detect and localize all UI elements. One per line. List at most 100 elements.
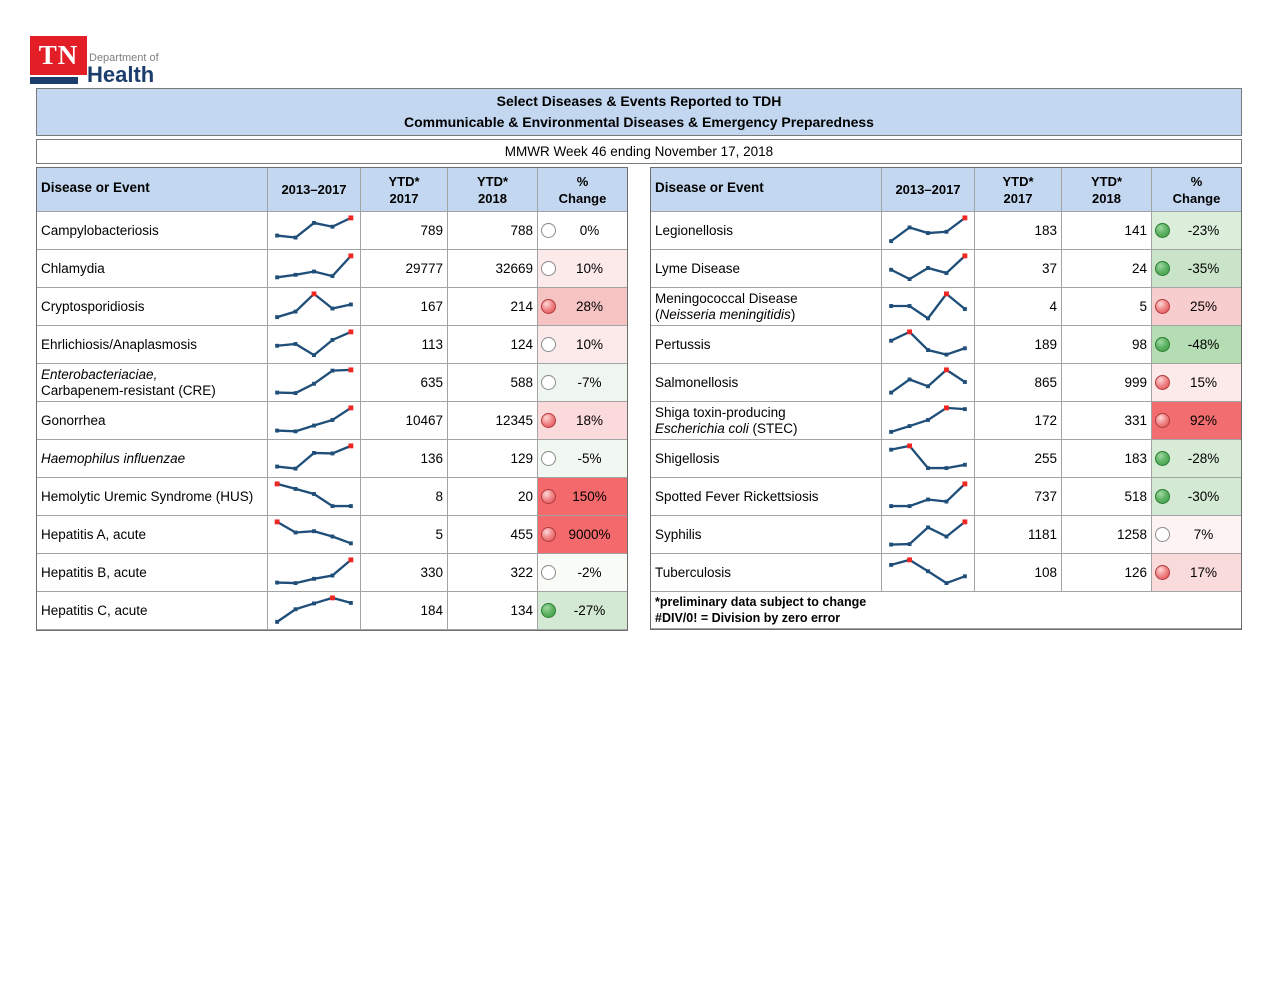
ytd-2017-cell: 113 [361,326,448,364]
sparkline-point [907,504,912,509]
sparkline-cell [268,516,361,554]
disease-name-line: Legionellosis [655,222,734,238]
header-disease-or-event: Disease or Event [37,168,268,212]
sparkline-cell [882,402,975,440]
percent-change-value: 15% [1189,375,1218,390]
percent-change-cell: 9000% [538,516,627,554]
ytd-2018-cell: 98 [1062,326,1152,364]
sparkline-point [275,233,280,238]
sparkline-point [312,269,316,274]
percent-change-cell: -5% [538,440,627,478]
sparkline-point [293,235,298,240]
disease-name-line: Spotted Fever Rickettsiosis [655,488,819,504]
disease-name-line: Gonorrhea [41,412,106,428]
header-percent-change: % Change [1152,168,1241,212]
status-circle-icon [541,489,556,504]
percent-change-cell: 28% [538,288,627,326]
sparkline-point [312,576,316,581]
disease-name-cell: Gonorrhea [37,402,268,440]
disease-name-line: Chlamydia [41,260,105,276]
status-circle-icon [541,527,556,542]
sparkline-point [348,504,353,509]
header-percent-change: % Change [538,168,627,212]
sparkline-point [889,504,894,509]
status-circle-icon [1155,223,1170,238]
status-circle-icon [541,603,556,618]
disease-name-line: Ehrlichiosis/Anaplasmosis [41,336,198,352]
ytd-2017-cell: 10467 [361,402,448,440]
status-circle-icon [1155,337,1170,352]
sparkline-cell [268,440,361,478]
sparkline-point [293,607,298,612]
sparkline-high-point [944,367,949,373]
sparkline-high-point [330,595,335,601]
percent-change-value: 7% [1193,527,1214,542]
sparkline-point [944,352,949,357]
sparkline-point [926,384,930,389]
sparkline-point [944,534,949,539]
tdh-logo: TN Department of Health [30,36,250,87]
mmwr-week-banner: MMWR Week 46 ending November 17, 2018 [36,139,1242,164]
disease-name-cell: Haemophilus influenzae [37,440,268,478]
status-circle-icon [541,299,556,314]
table-row: Syphilis 1181 1258 7% [651,516,1241,554]
sparkline-point [348,541,353,546]
sparkline-point [926,497,930,502]
percent-change-value: 17% [1189,565,1218,580]
ytd-2017-cell: 737 [975,478,1062,516]
disease-name-line: Cryptosporidiosis [41,298,145,314]
sparkline-point [962,462,967,467]
percent-change-cell: 15% [1152,364,1241,402]
sparkline-high-point [274,481,280,487]
table-row: Pertussis 189 98 -48% [651,326,1241,364]
ytd-2017-cell: 29777 [361,250,448,288]
sparkline-point [330,504,335,509]
ytd-2018-cell: 331 [1062,402,1152,440]
sparkline-chart [275,405,354,434]
sparkline-point [293,581,298,586]
ytd-2017-cell: 330 [361,554,448,592]
mmwr-week-text: MMWR Week 46 ending November 17, 2018 [504,144,774,159]
status-circle-icon [1155,527,1170,542]
disease-name-cell: Enterobacteriaciae, Carbapenem-resistant … [37,364,268,402]
sparkline-cell [268,478,361,516]
sparkline-high-point [274,519,280,525]
table-row: Spotted Fever Rickettsiosis 737 518 -30% [651,478,1241,516]
sparkline-chart [275,595,353,624]
status-circle-icon [541,223,556,238]
ytd-2018-cell: 214 [448,288,538,326]
sparkline-point [330,274,335,279]
disease-name-cell: Hepatitis B, acute [37,554,268,592]
ytd-2018-cell: 12345 [448,402,538,440]
disease-name-cell: Shigellosis [651,440,882,478]
ytd-2017-cell: 8 [361,478,448,516]
table-row: Salmonellosis 865 999 15% [651,364,1241,402]
table-row: Shiga toxin-producing Escherichia coli (S… [651,402,1241,440]
percent-change-cell: -7% [538,364,627,402]
status-circle-icon [1155,261,1170,276]
disease-name-line: Hepatitis A, acute [41,526,147,542]
ytd-2017-cell: 108 [975,554,1062,592]
sparkline-point [926,316,930,321]
header-ytd-2017: YTD* 2017 [975,168,1062,212]
status-circle-icon [541,451,556,466]
sparkline-chart [889,481,968,509]
sparkline-cell [882,326,975,364]
disease-name-cell: Campylobacteriosis [37,212,268,250]
sparkline-chart [275,329,354,358]
table-row: Hepatitis B, acute 330 322 -2% [37,554,627,592]
disease-name-line: Hemolytic Uremic Syndrome (HUS) [41,488,254,504]
sparkline-point [907,304,912,308]
disease-name-line: Salmonellosis [655,374,739,390]
sparkline-cell [882,288,975,326]
sparkline-cell [268,250,361,288]
sparkline-point [926,418,930,422]
sparkline-point [312,492,316,496]
disease-name-line: Hepatitis C, acute [41,602,148,618]
sparkline-point [889,239,894,244]
ytd-2017-cell: 184 [361,592,448,630]
disease-name-cell: Meningococcal Disease (Neisseria meningit… [651,288,882,326]
sparkline-point [312,529,316,534]
sparkline-chart [889,443,967,471]
sparkline-high-point [348,329,354,335]
